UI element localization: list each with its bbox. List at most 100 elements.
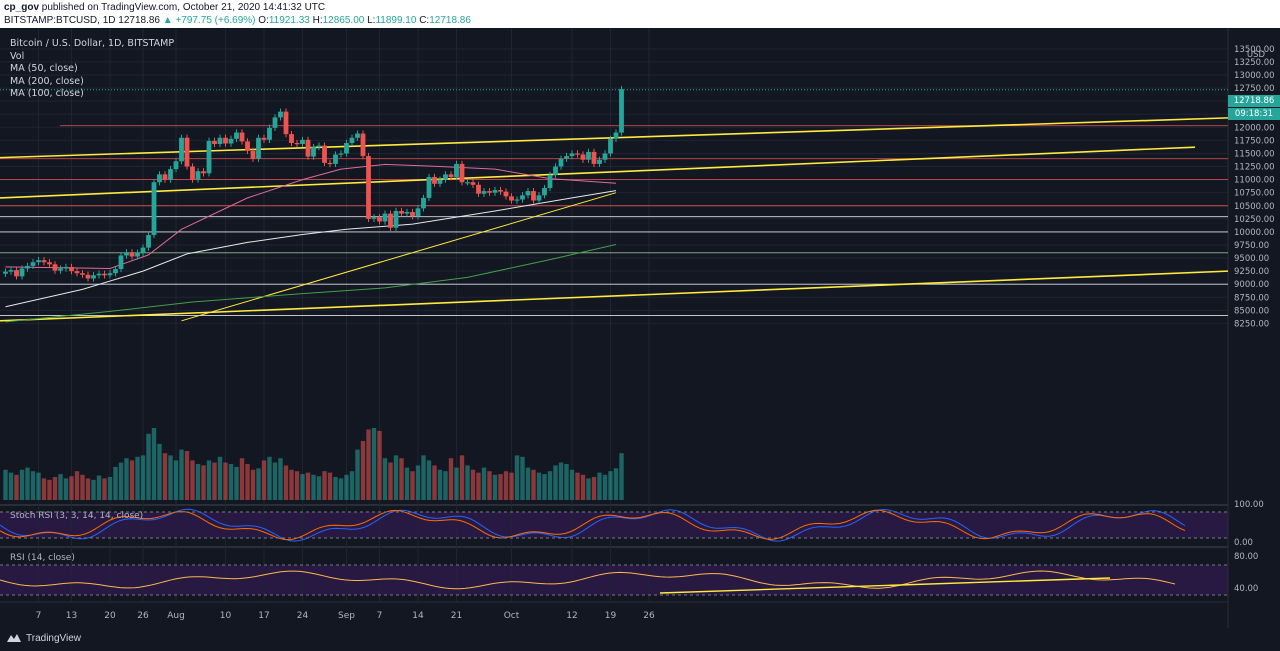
candle-body bbox=[267, 127, 272, 140]
published-line: cp_gov published on TradingView.com, Oct… bbox=[4, 2, 325, 13]
volume-bar bbox=[41, 478, 47, 500]
candle-body bbox=[316, 145, 322, 148]
volume-bar bbox=[190, 460, 195, 500]
volume-bar bbox=[569, 469, 575, 500]
volume-bar bbox=[129, 460, 135, 500]
volume-bar bbox=[404, 467, 410, 500]
candle-body bbox=[195, 171, 201, 180]
price-chart[interactable]: 7 13 20 26 Aug 10 17 24 Sep 7 14 21 Oct 12 19 26 13500.0… bbox=[0, 28, 1280, 628]
candle-body bbox=[509, 196, 514, 201]
tradingview-logo[interactable]: TradingView bbox=[6, 632, 81, 644]
volume-bar bbox=[184, 451, 190, 500]
volume-bar bbox=[481, 467, 487, 500]
price-tick-label: 11000.00 bbox=[1234, 176, 1275, 186]
candle-body bbox=[360, 133, 366, 157]
price-tick-label: 8750.00 bbox=[1234, 293, 1269, 303]
candle-body bbox=[124, 252, 129, 256]
candle-body bbox=[355, 133, 360, 138]
volume-bar bbox=[531, 469, 536, 500]
countdown-tag: 09:18:31 bbox=[1228, 108, 1280, 120]
candle-body bbox=[520, 195, 525, 200]
volume-bar bbox=[388, 462, 393, 500]
moving-average-line bbox=[5, 190, 617, 308]
volume-bar bbox=[580, 474, 586, 500]
time-tick-label: 7 bbox=[377, 611, 383, 621]
candle-body bbox=[377, 217, 382, 222]
trend-line bbox=[0, 146, 1196, 199]
candle-body bbox=[14, 270, 19, 277]
time-tick-label: Sep bbox=[338, 611, 355, 621]
candle-body bbox=[432, 176, 437, 184]
price-tick-label: 9000.00 bbox=[1234, 280, 1269, 290]
pane-divider-rsi bbox=[0, 546, 1228, 548]
rsi-line bbox=[0, 570, 1176, 590]
candle-body bbox=[3, 271, 8, 274]
volume-bar bbox=[261, 460, 267, 500]
candle-body bbox=[250, 150, 256, 159]
close-label: C: bbox=[419, 15, 430, 26]
volume-bar bbox=[140, 455, 146, 500]
candle-body bbox=[558, 158, 564, 167]
candle-body bbox=[151, 182, 157, 236]
published-info: published on TradingView.com, October 21… bbox=[41, 2, 326, 13]
volume-bar bbox=[206, 460, 212, 500]
candle-body bbox=[69, 266, 74, 272]
volume-bar bbox=[619, 453, 624, 500]
volume-bar bbox=[91, 479, 96, 500]
volume-bar bbox=[151, 428, 157, 500]
volume-bar bbox=[118, 462, 124, 500]
candle-body bbox=[410, 212, 415, 217]
volume-bar bbox=[278, 458, 283, 500]
candle-body bbox=[184, 137, 190, 167]
volume-bar bbox=[272, 462, 278, 500]
volume-bar bbox=[96, 475, 102, 500]
volume-bar bbox=[107, 476, 113, 500]
candle-body bbox=[118, 255, 124, 270]
volume-bar bbox=[476, 472, 481, 500]
candle-body bbox=[272, 117, 278, 128]
volume-bar bbox=[377, 430, 382, 500]
candle-body bbox=[311, 147, 316, 157]
volume-bar bbox=[217, 456, 223, 500]
tradingview-icon bbox=[7, 634, 21, 642]
candle-body bbox=[580, 154, 586, 160]
time-tick-label: 13 bbox=[66, 611, 77, 621]
legend-ma100: MA (100, close) bbox=[10, 88, 84, 99]
volume-bar bbox=[36, 472, 41, 500]
time-tick-label: 24 bbox=[297, 611, 309, 621]
candle-body bbox=[206, 140, 212, 174]
candle-body bbox=[129, 252, 135, 257]
volume-bar bbox=[448, 458, 454, 500]
legend-vol: Vol bbox=[10, 50, 25, 62]
volume-bar bbox=[146, 433, 151, 500]
candle-body bbox=[536, 195, 542, 201]
candle-body bbox=[476, 184, 481, 194]
volume-bar bbox=[536, 472, 542, 500]
candle-body bbox=[96, 273, 102, 276]
candle-body bbox=[564, 156, 569, 159]
volume-bar bbox=[443, 471, 448, 500]
volume-bar bbox=[608, 471, 613, 500]
price-tick-label: 13500.00 bbox=[1234, 45, 1275, 55]
volume-bar bbox=[437, 469, 443, 500]
time-tick-label: 20 bbox=[104, 611, 116, 621]
volume-bar bbox=[542, 474, 547, 500]
candle-body bbox=[107, 273, 113, 276]
volume-bar bbox=[179, 449, 184, 500]
volume-bar bbox=[85, 478, 91, 500]
candle-body bbox=[487, 191, 492, 193]
high-value: 12865.00 bbox=[322, 15, 365, 26]
candle-body bbox=[459, 163, 465, 183]
candle-body bbox=[30, 262, 36, 266]
volume-bar bbox=[393, 455, 399, 500]
candle-body bbox=[19, 268, 25, 277]
volume-bar bbox=[426, 460, 432, 500]
volume-bar bbox=[498, 474, 503, 500]
candle-body bbox=[223, 137, 228, 144]
candle-body bbox=[481, 191, 487, 194]
time-tick-label: 14 bbox=[412, 611, 424, 621]
volume-bar bbox=[14, 474, 19, 500]
candle-body bbox=[586, 151, 591, 160]
candle-body bbox=[619, 89, 624, 133]
close-value: 12718.86 bbox=[429, 15, 471, 26]
